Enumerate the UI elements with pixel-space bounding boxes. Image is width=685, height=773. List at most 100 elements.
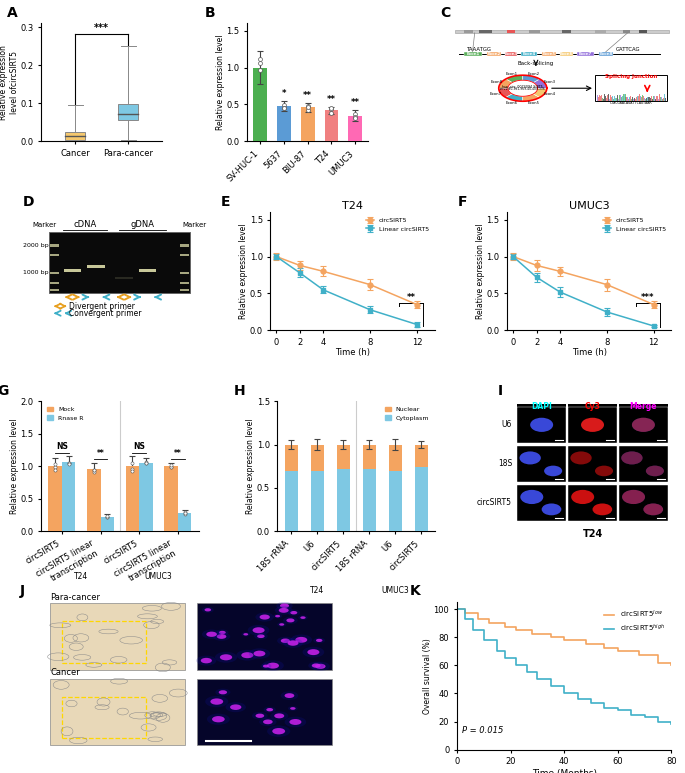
Ellipse shape xyxy=(643,503,663,516)
Text: **: ** xyxy=(97,449,104,458)
Circle shape xyxy=(249,649,270,659)
circSIRT5$^{low}$ xyxy=(474,608,482,618)
circSIRT5$^{low}$ xyxy=(528,625,536,635)
Bar xyxy=(50,254,59,256)
circSIRT5$^{low}$ xyxy=(635,647,643,656)
Circle shape xyxy=(215,689,230,696)
circSIRT5$^{high}$ xyxy=(560,689,569,698)
Bar xyxy=(595,75,667,101)
Text: Cancer: Cancer xyxy=(50,669,80,677)
Text: Exon4: Exon4 xyxy=(543,92,556,97)
Text: Exon8: Exon8 xyxy=(490,80,502,84)
Bar xyxy=(180,272,188,274)
circSIRT5$^{low}$ xyxy=(600,639,608,649)
Circle shape xyxy=(252,712,268,720)
Point xyxy=(302,104,313,116)
Legend: Nuclear, Cytoplasm: Nuclear, Cytoplasm xyxy=(382,404,432,423)
Text: T24: T24 xyxy=(582,529,603,539)
Text: Para-cancer: Para-cancer xyxy=(50,593,100,602)
Text: J: J xyxy=(20,584,25,598)
Bar xyxy=(116,277,133,279)
circSIRT5$^{high}$ xyxy=(627,710,635,719)
Bar xyxy=(64,269,81,272)
circSIRT5$^{high}$ xyxy=(533,675,541,684)
Circle shape xyxy=(264,707,276,713)
Circle shape xyxy=(220,654,232,660)
X-axis label: Time (Months): Time (Months) xyxy=(532,769,597,773)
Circle shape xyxy=(295,637,308,643)
Circle shape xyxy=(298,615,308,620)
circSIRT5$^{low}$ xyxy=(560,632,569,642)
Ellipse shape xyxy=(643,503,663,516)
Text: hsa_circ_0074094 SIRT5: hsa_circ_0074094 SIRT5 xyxy=(502,85,543,89)
Circle shape xyxy=(260,615,270,620)
Y-axis label: Relative expression
level ofcircSIRT5: Relative expression level ofcircSIRT5 xyxy=(0,45,18,120)
Point xyxy=(350,111,361,124)
Ellipse shape xyxy=(646,465,664,476)
Circle shape xyxy=(313,638,325,643)
Bar xyxy=(464,52,482,56)
circSIRT5$^{low}$ xyxy=(485,618,493,628)
circSIRT5$^{high}$ xyxy=(479,625,488,635)
Circle shape xyxy=(288,610,300,616)
circSIRT5$^{low}$ xyxy=(501,623,509,632)
circSIRT5$^{high}$ xyxy=(533,668,541,677)
Title: T24: T24 xyxy=(342,202,363,211)
Text: DAPI: DAPI xyxy=(531,402,552,411)
Circle shape xyxy=(270,711,288,720)
Circle shape xyxy=(254,633,268,639)
Point xyxy=(102,511,113,523)
Text: Exon1: Exon1 xyxy=(466,52,479,56)
Bar xyxy=(118,104,138,121)
Text: F: F xyxy=(458,196,467,209)
Point xyxy=(179,506,190,518)
Circle shape xyxy=(241,652,253,658)
Circle shape xyxy=(279,608,288,613)
circSIRT5$^{high}$ xyxy=(614,703,622,712)
Text: Exon2: Exon2 xyxy=(487,52,501,56)
Circle shape xyxy=(259,717,277,726)
Bar xyxy=(50,679,185,745)
Circle shape xyxy=(206,696,228,707)
circSIRT5$^{low}$ xyxy=(501,618,509,628)
Bar xyxy=(562,30,571,33)
circSIRT5$^{high}$ xyxy=(653,713,662,722)
Ellipse shape xyxy=(595,465,613,476)
Bar xyxy=(623,30,630,33)
Point xyxy=(326,104,337,116)
Bar xyxy=(48,466,62,531)
Ellipse shape xyxy=(581,417,604,432)
circSIRT5$^{high}$ xyxy=(627,706,635,715)
circSIRT5$^{high}$ xyxy=(512,654,520,663)
Circle shape xyxy=(216,629,229,635)
Text: **: ** xyxy=(174,449,182,458)
Bar xyxy=(87,265,105,268)
Circle shape xyxy=(276,601,292,610)
Text: Marker: Marker xyxy=(182,223,207,228)
Text: NS: NS xyxy=(56,442,68,451)
Point xyxy=(166,461,177,473)
Bar xyxy=(164,466,178,531)
Bar xyxy=(49,233,190,293)
Point xyxy=(278,99,289,111)
Circle shape xyxy=(279,623,284,625)
circSIRT5$^{high}$ xyxy=(493,635,501,645)
circSIRT5$^{low}$ xyxy=(485,615,493,624)
Text: I: I xyxy=(498,383,503,397)
Text: **: ** xyxy=(327,95,336,104)
Bar xyxy=(180,244,188,247)
Text: Exon3: Exon3 xyxy=(505,52,518,56)
circSIRT5$^{high}$ xyxy=(600,703,608,712)
Ellipse shape xyxy=(530,417,553,432)
Text: U6: U6 xyxy=(501,421,512,429)
Point xyxy=(49,458,60,471)
Circle shape xyxy=(273,614,282,618)
Circle shape xyxy=(210,699,223,705)
Bar xyxy=(638,30,647,33)
circSIRT5$^{high}$ xyxy=(600,699,608,708)
Circle shape xyxy=(205,608,211,611)
circSIRT5$^{high}$ xyxy=(573,689,582,698)
Bar xyxy=(619,404,668,410)
Text: CTACGAACAGATTCAGTAAR: CTACGAACAGATTCAGTAAR xyxy=(610,100,652,104)
Text: Exon6: Exon6 xyxy=(560,52,573,56)
